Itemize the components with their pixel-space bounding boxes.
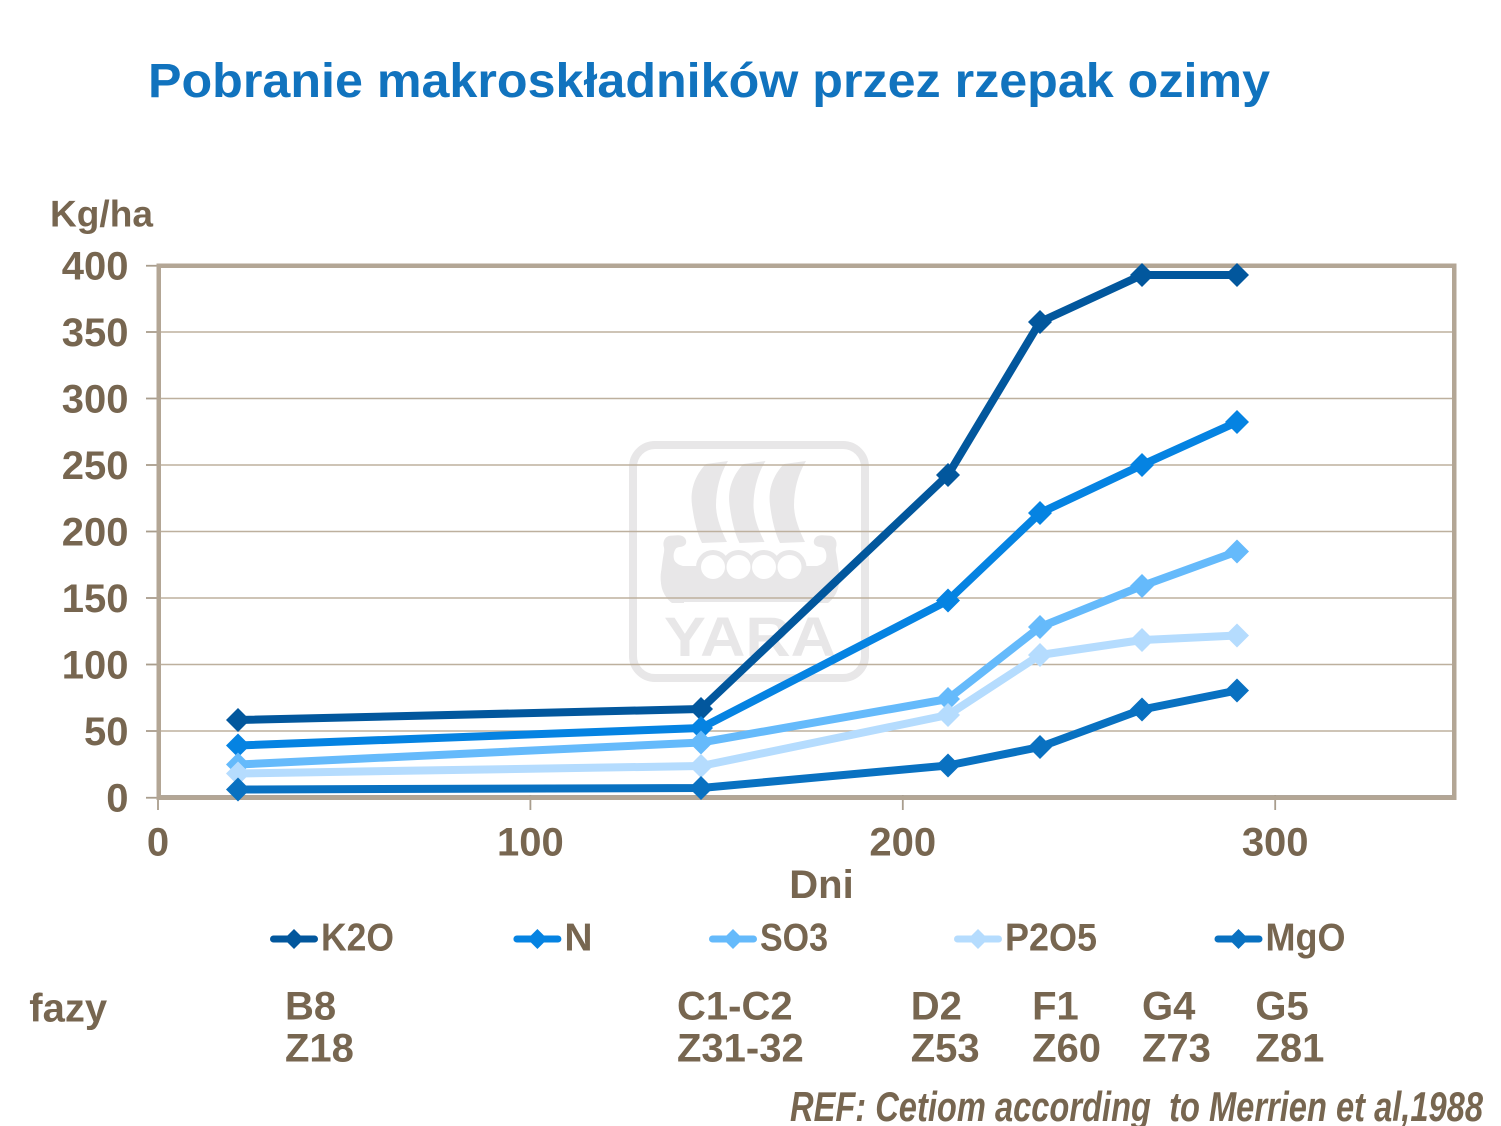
svg-text:Z60: Z60 — [1032, 1027, 1101, 1071]
svg-text:F1: F1 — [1032, 985, 1079, 1029]
svg-text:Dni: Dni — [789, 863, 853, 907]
svg-text:0: 0 — [106, 777, 128, 821]
svg-text:100: 100 — [62, 644, 129, 688]
svg-text:350: 350 — [62, 311, 129, 355]
svg-text:B8: B8 — [285, 985, 336, 1029]
svg-text:250: 250 — [62, 444, 129, 488]
svg-text:Z53: Z53 — [911, 1027, 980, 1071]
svg-text:G5: G5 — [1255, 985, 1308, 1029]
svg-text:K2O: K2O — [321, 916, 394, 959]
svg-text:400: 400 — [62, 245, 129, 289]
svg-text:200: 200 — [869, 820, 936, 864]
svg-text:200: 200 — [62, 511, 129, 555]
svg-text:Z31-32: Z31-32 — [677, 1027, 804, 1071]
svg-text:P2O5: P2O5 — [1005, 916, 1097, 959]
svg-text:C1-C2: C1-C2 — [677, 985, 793, 1029]
svg-text:100: 100 — [497, 820, 564, 864]
svg-text:50: 50 — [84, 710, 129, 754]
svg-text:REF: Cetiom according to Merr: REF: Cetiom according to Merrien et al,1… — [790, 1083, 1483, 1126]
svg-text:MgO: MgO — [1266, 916, 1346, 959]
svg-text:150: 150 — [62, 577, 129, 621]
svg-text:Z18: Z18 — [285, 1027, 354, 1071]
svg-text:D2: D2 — [911, 985, 962, 1029]
svg-text:Z81: Z81 — [1255, 1027, 1324, 1071]
svg-text:300: 300 — [1242, 820, 1309, 864]
svg-text:Pobranie makroskładników przez: Pobranie makroskładników przez rzepak oz… — [148, 55, 1270, 108]
svg-text:0: 0 — [147, 820, 169, 864]
svg-text:SO3: SO3 — [760, 916, 828, 959]
svg-text:Z73: Z73 — [1142, 1027, 1211, 1071]
svg-text:300: 300 — [62, 378, 129, 422]
svg-text:fazy: fazy — [29, 987, 108, 1031]
svg-text:G4: G4 — [1142, 985, 1196, 1029]
svg-text:Kg/ha: Kg/ha — [50, 194, 153, 235]
svg-text:N: N — [564, 916, 592, 959]
